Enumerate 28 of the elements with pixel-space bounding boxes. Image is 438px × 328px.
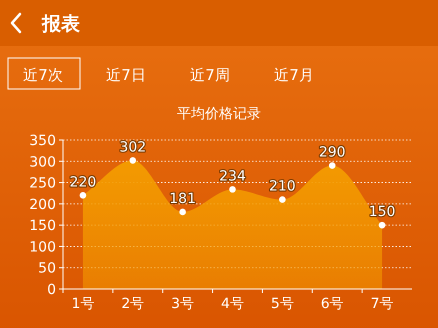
text: 报表 [41,13,81,35]
y-tick-label: 50 [38,260,56,277]
data-label: 302 [119,139,146,156]
data-label: 220 [70,174,96,190]
y-tick-label: 350 [29,133,56,149]
y-tick-label: 200 [29,196,56,213]
text: 近7日 [106,66,146,84]
x-tick-label: 5号 [270,296,294,312]
y-tick-label: 300 [29,154,56,170]
data-label: 290 [318,144,346,161]
data-label: 150 [368,204,396,220]
text: 近7次 [23,66,63,84]
x-tick-label: 6号 [320,296,344,312]
data-label: 234 [219,168,246,184]
chart-title: 平均价格记录 [177,106,261,122]
data-label: 181 [169,190,196,207]
x-tick-label: 4号 [221,296,244,312]
x-tick-label: 7号 [370,296,394,312]
x-tick-label: 3号 [171,296,194,312]
x-tick-label: 2号 [121,296,144,312]
y-tick-label: 0 [47,282,56,298]
text: 近7月 [274,66,314,84]
text: 近7周 [190,66,230,84]
y-tick-label: 100 [29,239,56,256]
x-tick-label: 1号 [71,296,94,312]
data-label: 210 [268,178,296,195]
y-tick-label: 150 [29,218,56,234]
y-tick-label: 250 [29,176,56,192]
